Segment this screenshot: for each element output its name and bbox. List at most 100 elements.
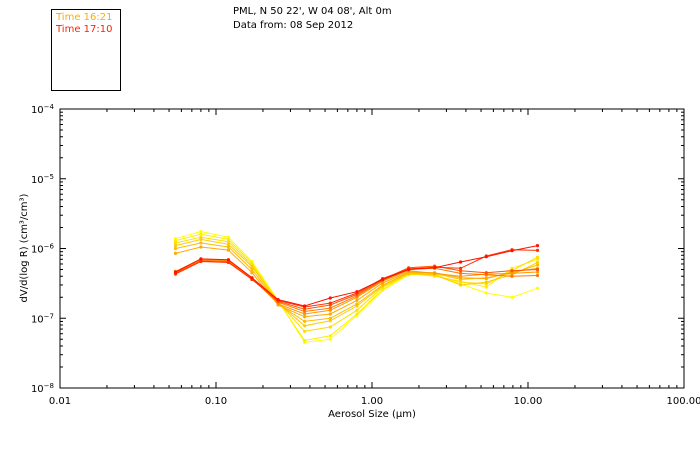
x-tick-label: 1.00: [361, 396, 383, 407]
data-point: [433, 266, 437, 270]
data-point: [484, 271, 488, 275]
data-point: [173, 244, 178, 248]
data-point: [173, 270, 178, 274]
data-point: [328, 325, 332, 329]
y-tick-label: 10−8: [31, 382, 54, 395]
data-point: [535, 267, 540, 272]
y-tick-label: 10−5: [31, 173, 54, 186]
data-point: [407, 267, 411, 272]
plot-frame: [59, 108, 685, 389]
data-point: [484, 291, 488, 295]
data-point: [535, 270, 540, 274]
data-point: [535, 260, 540, 265]
data-point: [199, 257, 203, 261]
data-point: [226, 240, 230, 244]
data-point: [199, 237, 203, 241]
data-point: [328, 319, 332, 323]
data-point: [328, 334, 332, 338]
y-tick-label: 10−4: [31, 103, 55, 116]
data-point: [381, 287, 385, 291]
y-tick-label: 10−6: [31, 243, 55, 256]
data-point: [226, 237, 230, 241]
data-point: [484, 277, 488, 281]
data-point: [484, 280, 488, 284]
data-point: [173, 239, 178, 243]
location-text: PML, N 50 22', W 04 08', Alt 0m: [233, 6, 392, 17]
data-point: [250, 265, 254, 269]
series: [173, 229, 540, 344]
data-point: [173, 246, 178, 251]
data-point: [510, 269, 514, 273]
data-point: [328, 301, 332, 305]
data-point: [199, 245, 203, 249]
data-point: [328, 306, 332, 310]
data-point: [226, 242, 230, 246]
y-tick-label: 10−7: [31, 312, 54, 325]
data-point: [250, 271, 254, 275]
data-point: [510, 271, 514, 275]
x-tick-label: 0.01: [49, 396, 71, 407]
data-point: [276, 298, 280, 302]
data-point: [328, 337, 332, 341]
data-point: [459, 260, 463, 264]
data-point: [459, 280, 463, 284]
data-point: [303, 307, 307, 311]
ticks: 0.01 0.10 1.00 10.00 100.00 10−8 10−7 10−6 10−5 1…: [31, 103, 700, 407]
data-point: [303, 304, 307, 308]
data-point: [355, 308, 359, 312]
series-line: [175, 260, 538, 310]
data-point: [510, 266, 514, 270]
data-point: [173, 241, 178, 245]
data-point: [510, 295, 514, 299]
data-point: [303, 329, 307, 333]
data-point: [328, 308, 332, 312]
data-point: [199, 229, 203, 234]
data-point: [355, 312, 359, 316]
data-point: [535, 263, 540, 267]
data-point: [328, 312, 332, 316]
data-point: [381, 277, 385, 281]
data-point: [226, 258, 230, 262]
data-point: [226, 248, 230, 252]
data-point: [459, 266, 463, 270]
data-point: [328, 296, 332, 300]
data-point: [303, 315, 307, 319]
data-point: [535, 244, 540, 248]
data-point: [226, 245, 230, 249]
legend-entry-end: Time 17:10: [56, 24, 113, 35]
x-tick-label: 0.10: [205, 396, 227, 407]
date-text: Data from: 08 Sep 2012: [233, 20, 354, 31]
data-point: [459, 269, 463, 273]
data-point: [199, 235, 203, 239]
legend: Time 16:21 Time 17:10: [51, 9, 121, 91]
data-point: [250, 267, 254, 272]
data-point: [173, 251, 178, 255]
data-point: [484, 285, 488, 289]
x-tick-label: 10.00: [514, 396, 543, 407]
data-point: [535, 255, 540, 259]
data-point: [484, 255, 488, 259]
data-point: [459, 274, 463, 278]
data-point: [303, 338, 307, 343]
x-tick-label: 100.00: [667, 396, 700, 407]
data-point: [303, 324, 307, 328]
data-point: [510, 274, 514, 278]
data-point: [535, 248, 540, 252]
data-point: [199, 241, 203, 245]
data-point: [199, 232, 203, 236]
data-point: [199, 259, 203, 264]
data-point: [459, 271, 463, 275]
y-axis-label: dV/d(log R) (cm³/cm³): [19, 193, 30, 302]
data-point: [303, 312, 307, 316]
data-point: [535, 286, 540, 290]
data-point: [226, 260, 230, 265]
data-point: [355, 302, 359, 306]
data-point: [226, 235, 230, 239]
legend-entry-start: Time 16:21: [56, 12, 113, 23]
data-point: [250, 276, 254, 280]
data-point: [303, 309, 307, 314]
x-axis-label: Aerosol Size (µm): [328, 409, 416, 420]
data-point: [303, 319, 307, 323]
data-point: [355, 290, 359, 294]
